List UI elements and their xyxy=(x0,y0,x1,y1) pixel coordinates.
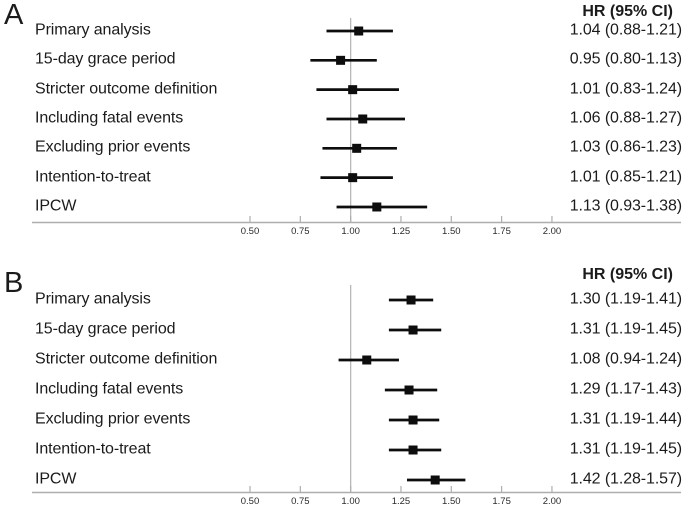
hr-ci-value: 1.01 (0.85-1.21) xyxy=(569,167,682,185)
row-label: Stricter outcome definition xyxy=(35,79,218,97)
hr-point-marker xyxy=(358,114,368,124)
x-tick-label: 1.75 xyxy=(492,496,511,507)
x-tick-label: 1.50 xyxy=(442,226,461,237)
hr-ci-value: 1.04 (0.88-1.21) xyxy=(569,21,682,39)
row-label: Including fatal events xyxy=(35,380,184,398)
hr-point-marker xyxy=(404,385,414,395)
hr-column-header-b: HR (95% CI) xyxy=(582,266,673,283)
hr-ci-value: 1.13 (0.93-1.38) xyxy=(569,197,682,215)
row-label: Including fatal events xyxy=(35,109,184,127)
hr-point-marker xyxy=(372,202,382,212)
x-tick-label: 0.50 xyxy=(240,496,260,507)
row-label: Intention-to-treat xyxy=(35,440,151,458)
hr-column-header-a: HR (95% CI) xyxy=(582,3,673,20)
row-label: IPCW xyxy=(35,197,77,215)
hr-point-marker xyxy=(348,173,358,183)
x-tick-label: 1.00 xyxy=(341,496,360,507)
hr-ci-value: 1.01 (0.83-1.24) xyxy=(569,79,682,97)
row-label: 15-day grace period xyxy=(35,50,176,68)
hr-ci-value: 1.29 (1.17-1.43) xyxy=(569,380,682,398)
x-tick-label: 1.25 xyxy=(391,496,411,507)
hr-ci-value: 1.31 (1.19-1.45) xyxy=(569,320,682,338)
row-label: Excluding prior events xyxy=(35,410,191,428)
row-label: Intention-to-treat xyxy=(35,167,151,185)
hr-point-marker xyxy=(408,445,418,455)
hr-point-marker xyxy=(406,295,416,305)
x-tick-label: 0.75 xyxy=(291,496,310,507)
hr-ci-value: 0.95 (0.80-1.13) xyxy=(569,50,682,68)
row-label: Stricter outcome definition xyxy=(35,350,218,368)
panel-b-letter: B xyxy=(4,267,24,299)
hr-point-marker xyxy=(348,85,358,95)
hr-ci-value: 1.31 (1.19-1.44) xyxy=(569,410,682,428)
hr-point-marker xyxy=(336,55,346,65)
hr-point-marker xyxy=(352,143,362,153)
x-tick-label: 0.75 xyxy=(291,226,310,237)
hr-ci-value: 1.31 (1.19-1.45) xyxy=(569,440,682,458)
row-label: 15-day grace period xyxy=(35,320,176,338)
x-tick-label: 2.00 xyxy=(542,226,562,237)
hr-ci-value: 1.42 (1.28-1.57) xyxy=(569,470,682,488)
hr-ci-value: 1.06 (0.88-1.27) xyxy=(569,109,682,127)
x-tick-label: 0.50 xyxy=(240,226,260,237)
hr-point-marker xyxy=(354,26,364,36)
x-tick-label: 2.00 xyxy=(542,496,562,507)
hr-point-marker xyxy=(430,475,440,485)
hr-point-marker xyxy=(408,415,418,425)
hr-point-marker xyxy=(408,325,418,335)
panel-a-letter: A xyxy=(4,0,24,31)
row-label: Primary analysis xyxy=(35,21,151,39)
x-tick-label: 1.00 xyxy=(341,226,360,237)
hr-point-marker xyxy=(362,355,372,365)
hr-ci-value: 1.30 (1.19-1.41) xyxy=(569,290,682,308)
x-tick-label: 1.75 xyxy=(492,226,511,237)
row-label: Primary analysis xyxy=(35,290,151,308)
x-tick-label: 1.25 xyxy=(391,226,411,237)
hr-ci-value: 1.08 (0.94-1.24) xyxy=(569,350,682,368)
row-label: IPCW xyxy=(35,470,77,488)
hr-ci-value: 1.03 (0.86-1.23) xyxy=(569,138,682,156)
x-tick-label: 1.50 xyxy=(442,496,461,507)
row-label: Excluding prior events xyxy=(35,138,191,156)
